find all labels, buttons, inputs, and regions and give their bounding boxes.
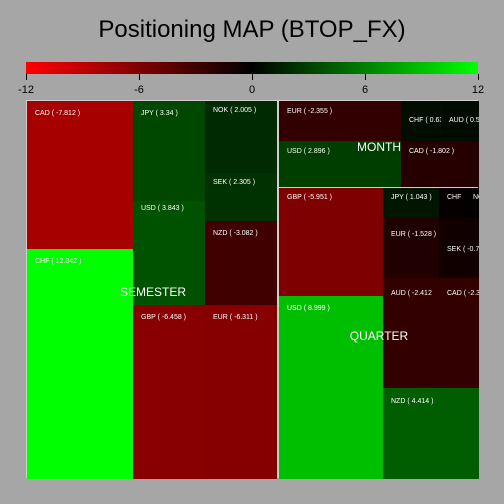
treemap-cell: USD ( 3.843 ) [133, 201, 205, 305]
treemap-cell: USD ( 8.999 ) [279, 296, 383, 479]
cell-label: USD ( 8.999 ) [287, 305, 330, 312]
scale-tick-label: 12 [471, 84, 485, 96]
cell-label: USD ( 2.896 ) [287, 148, 330, 155]
treemap-cell: NZD ( 4.414 ) [383, 388, 479, 479]
scale-tick [25, 74, 27, 80]
scale-tick [477, 74, 479, 80]
treemap: CAD ( -7.812 ) CHF ( 12.342 ) JPY ( 3.34 )… [26, 100, 479, 479]
cell-label: EUR ( -6.311 ) [213, 314, 258, 321]
treemap-cell: GBP ( -6.458 ) [133, 305, 205, 479]
treemap-cell: SEK ( 2.305 ) [205, 173, 277, 221]
cell-label: EUR ( -2.355 ) [287, 108, 333, 115]
treemap-cell: AUD ( 0.5 [441, 101, 479, 141]
scale-tick-label: 0 [248, 84, 256, 96]
cell-label: CAD ( -2.394 [447, 290, 479, 297]
cell-label: SEK ( 2.305 ) [213, 179, 256, 186]
cell-label: JPY ( 3.34 ) [141, 110, 178, 117]
treemap-cell: JPY ( 3.34 ) [133, 101, 205, 201]
color-scale-bar [26, 62, 478, 74]
cell-label: CAD ( -1.802 ) [409, 148, 455, 155]
cell-label: JPY ( 1.043 ) [391, 194, 432, 201]
cell-label: NO [473, 194, 479, 201]
scale-tick-label: 6 [361, 84, 369, 96]
treemap-cell: EUR ( -1.528 ) [383, 218, 439, 278]
cell-label: CHF ( 0.63 [409, 117, 441, 124]
cell-label: AUD ( -2.412 [391, 290, 432, 297]
scale-tick [138, 74, 140, 80]
cell-label: AUD ( 0.5 [449, 117, 479, 124]
treemap-group-month: EUR ( -2.355 ) USD ( 2.896 ) CHF ( 0.63 AUD… [278, 100, 479, 188]
treemap-cell: CAD ( -7.812 ) [27, 101, 133, 249]
cell-label: CHF [447, 194, 462, 201]
cell-label: NZD ( -3.082 ) [213, 230, 258, 237]
cell-label: GBP ( -5.951 ) [287, 194, 333, 201]
treemap-cell: EUR ( -6.311 ) [205, 305, 277, 479]
treemap-cell: USD ( 2.896 ) [279, 141, 401, 188]
cell-label: EUR ( -1.528 ) [391, 231, 437, 238]
cell-label: CAD ( -7.812 ) [35, 110, 81, 117]
treemap-cell: NZD ( -3.082 ) [205, 221, 277, 305]
cell-label: NOK ( 2.005 ) [213, 107, 257, 114]
treemap-cell: EUR ( -2.355 ) [279, 101, 401, 141]
treemap-group-semester: CAD ( -7.812 ) CHF ( 12.342 ) JPY ( 3.34 )… [26, 100, 278, 479]
group-label: SEMESTER [119, 285, 187, 299]
group-label: MONTH [357, 140, 401, 154]
scale-tick-label: -12 [18, 84, 34, 96]
cell-label: USD ( 3.843 ) [141, 205, 184, 212]
treemap-cell: CHF [439, 188, 465, 218]
treemap-cell: CHF ( 0.63 [401, 101, 441, 141]
scale-tick [364, 74, 366, 80]
treemap-cell: GBP ( -5.951 ) [279, 188, 383, 296]
cell-label: GBP ( -6.458 ) [141, 314, 187, 321]
treemap-group-quarter: GBP ( -5.951 ) USD ( 8.999 ) JPY ( 1.043 )… [278, 187, 479, 479]
treemap-cell: SEK ( -0.79 [439, 218, 479, 278]
treemap-cell: CAD ( -1.802 ) [401, 141, 479, 188]
color-scale-ticks: -12 -6 0 6 12 [0, 74, 504, 104]
treemap-cell: CAD ( -2.394 [439, 278, 479, 388]
cell-label: CHF ( 12.342 ) [35, 258, 82, 265]
chart-title: Positioning MAP (BTOP_FX) [98, 16, 406, 43]
treemap-cell: AUD ( -2.412 [383, 278, 439, 388]
group-label: QUARTER [349, 329, 409, 343]
treemap-cell: NO [465, 188, 479, 218]
treemap-cell: JPY ( 1.043 ) [383, 188, 439, 218]
cell-label: NZD ( 4.414 ) [391, 398, 434, 405]
treemap-cell: NOK ( 2.005 ) [205, 101, 277, 173]
cell-label: SEK ( -0.79 [447, 246, 479, 253]
treemap-cell: CHF ( 12.342 ) [27, 249, 133, 479]
scale-tick [251, 74, 253, 80]
scale-tick-label: -6 [134, 84, 144, 96]
